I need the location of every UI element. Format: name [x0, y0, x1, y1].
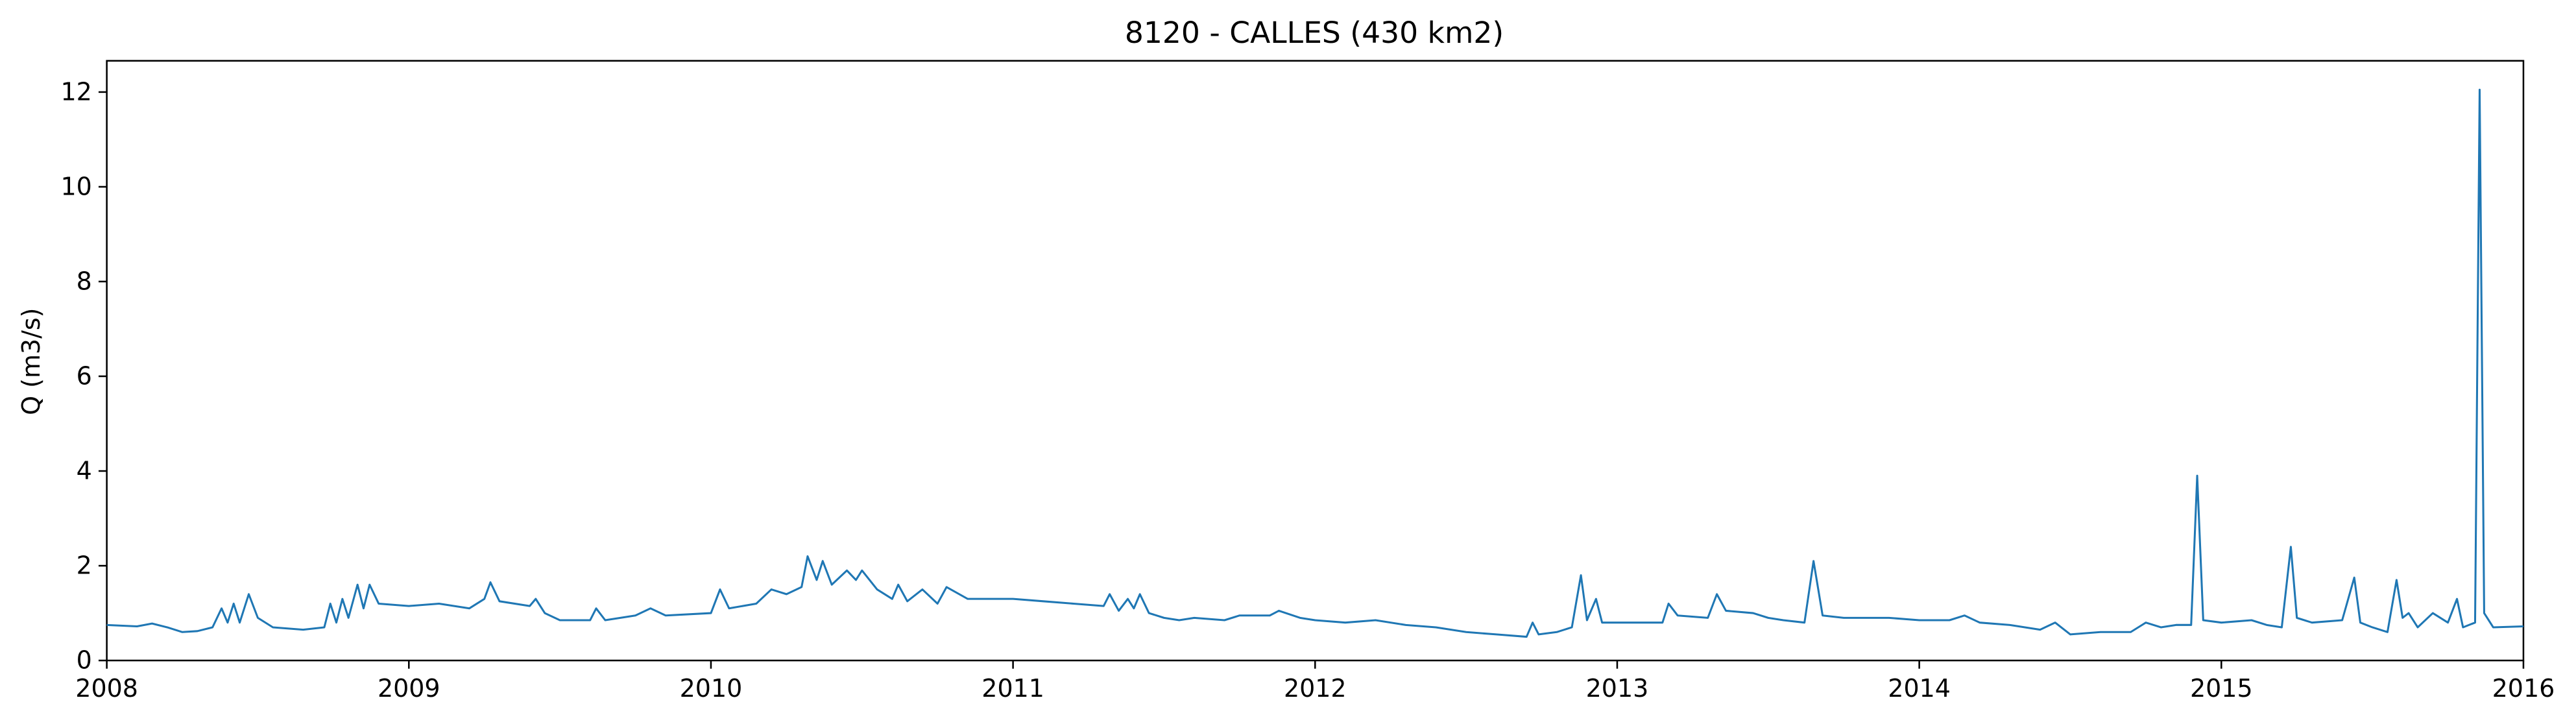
plot-frame — [106, 60, 2525, 662]
y-tick-label: 10 — [60, 173, 91, 201]
y-axis-label: Q (m3/s) — [17, 308, 45, 415]
x-tick-label: 2013 — [1586, 674, 1649, 703]
x-tick-label: 2016 — [2492, 674, 2555, 703]
y-tick-label: 2 — [77, 551, 92, 580]
y-tick-label: 12 — [60, 78, 91, 106]
x-tick-label: 2010 — [680, 674, 743, 703]
x-tick-label: 2008 — [75, 674, 138, 703]
data-line — [106, 88, 2524, 638]
y-tick-label: 6 — [77, 362, 92, 391]
x-tick-label: 2014 — [1888, 674, 1951, 703]
x-tick-label: 2011 — [981, 674, 1044, 703]
x-tick-label: 2015 — [2190, 674, 2253, 703]
y-tick-label: 8 — [77, 267, 92, 296]
x-tick-label: 2009 — [378, 674, 440, 703]
chart-title: 8120 - CALLES (430 km2) — [1125, 16, 1504, 50]
y-tick-label: 4 — [77, 457, 92, 485]
x-tick-label: 2012 — [1284, 674, 1347, 703]
y-tick-label: 0 — [77, 646, 92, 675]
